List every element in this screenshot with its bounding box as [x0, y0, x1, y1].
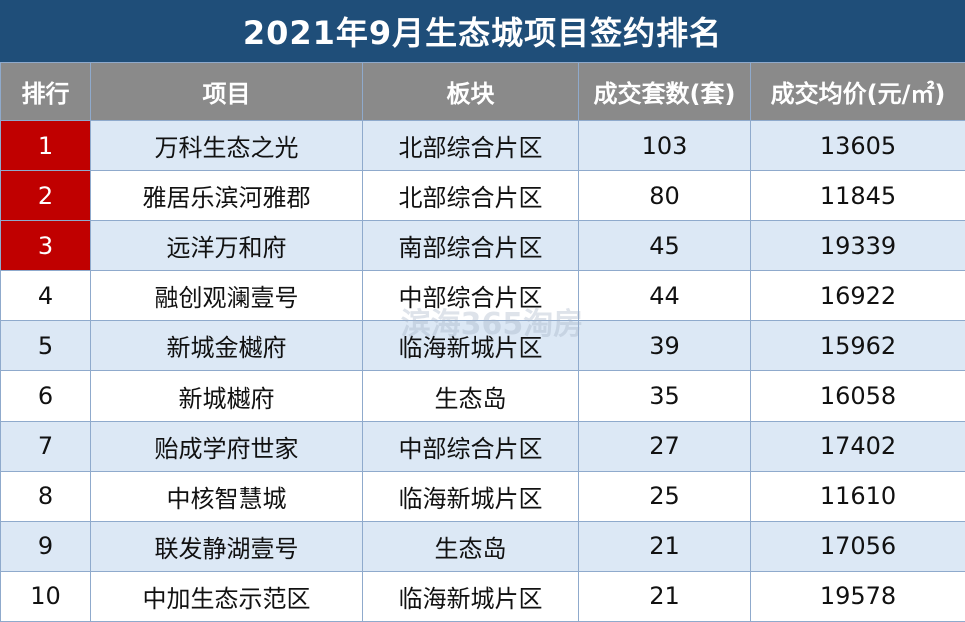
cell-area: 生态岛 [362, 370, 579, 422]
cell-units: 45 [578, 220, 751, 272]
cell-area: 北部综合片区 [362, 119, 579, 172]
cell-rank: 2 [0, 170, 91, 222]
cell-units: 44 [578, 270, 751, 322]
table-row: 2 雅居乐滨河雅郡 北部综合片区 80 11845 [0, 170, 965, 222]
table-row: 10 中加生态示范区 临海新城片区 21 19578 [0, 570, 965, 622]
cell-units: 103 [578, 119, 751, 172]
cell-project: 中加生态示范区 [90, 570, 363, 622]
cell-price: 13605 [750, 119, 965, 172]
table-row: 7 贻成学府世家 中部综合片区 27 17402 [0, 420, 965, 472]
cell-price: 16058 [750, 370, 965, 422]
cell-price: 17056 [750, 520, 965, 572]
cell-price: 17402 [750, 420, 965, 472]
cell-rank: 5 [0, 320, 91, 372]
table-row: 5 新城金樾府 临海新城片区 39 15962 [0, 320, 965, 372]
cell-project: 融创观澜壹号 [90, 270, 363, 322]
table-row: 8 中核智慧城 临海新城片区 25 11610 [0, 470, 965, 522]
table-row: 1 万科生态之光 北部综合片区 103 13605 [0, 119, 965, 172]
cell-price: 11610 [750, 470, 965, 522]
cell-area: 临海新城片区 [362, 320, 579, 372]
cell-price: 15962 [750, 320, 965, 372]
cell-price: 11845 [750, 170, 965, 222]
cell-project: 万科生态之光 [90, 119, 363, 172]
table-title: 2021年9月生态城项目签约排名 [0, 0, 965, 62]
column-header-units: 成交套数(套) [578, 62, 751, 121]
table-row: 9 联发静湖壹号 生态岛 21 17056 [0, 520, 965, 572]
column-header-rank: 排行 [0, 62, 91, 121]
cell-project: 新城樾府 [90, 370, 363, 422]
cell-area: 中部综合片区 [362, 270, 579, 322]
cell-area: 南部综合片区 [362, 220, 579, 272]
cell-rank: 1 [0, 119, 91, 172]
cell-rank: 9 [0, 520, 91, 572]
cell-units: 35 [578, 370, 751, 422]
cell-rank: 6 [0, 370, 91, 422]
table-row: 3 远洋万和府 南部综合片区 45 19339 [0, 220, 965, 272]
column-header-area: 板块 [362, 62, 579, 121]
cell-area: 生态岛 [362, 520, 579, 572]
cell-units: 80 [578, 170, 751, 222]
cell-price: 16922 [750, 270, 965, 322]
cell-project: 贻成学府世家 [90, 420, 363, 472]
cell-price: 19339 [750, 220, 965, 272]
cell-units: 21 [578, 570, 751, 622]
cell-project: 雅居乐滨河雅郡 [90, 170, 363, 222]
cell-rank: 8 [0, 470, 91, 522]
table-row: 6 新城樾府 生态岛 35 16058 [0, 370, 965, 422]
cell-project: 新城金樾府 [90, 320, 363, 372]
cell-project: 联发静湖壹号 [90, 520, 363, 572]
column-header-project: 项目 [90, 62, 363, 121]
cell-units: 25 [578, 470, 751, 522]
cell-area: 中部综合片区 [362, 420, 579, 472]
cell-project: 远洋万和府 [90, 220, 363, 272]
header-row: 排行 项目 板块 成交套数(套) 成交均价(元/㎡) [0, 62, 965, 121]
cell-rank: 7 [0, 420, 91, 472]
cell-area: 临海新城片区 [362, 570, 579, 622]
cell-units: 21 [578, 520, 751, 572]
ranking-table: 排行 项目 板块 成交套数(套) 成交均价(元/㎡) 1 万科生态之光 北部综合片区… [0, 62, 965, 622]
table-row: 4 融创观澜壹号 中部综合片区 44 16922 [0, 270, 965, 322]
cell-rank: 3 [0, 220, 91, 272]
cell-rank: 4 [0, 270, 91, 322]
cell-area: 北部综合片区 [362, 170, 579, 222]
cell-rank: 10 [0, 570, 91, 622]
cell-price: 19578 [750, 570, 965, 622]
column-header-price: 成交均价(元/㎡) [750, 62, 965, 121]
cell-units: 39 [578, 320, 751, 372]
cell-units: 27 [578, 420, 751, 472]
cell-project: 中核智慧城 [90, 470, 363, 522]
cell-area: 临海新城片区 [362, 470, 579, 522]
